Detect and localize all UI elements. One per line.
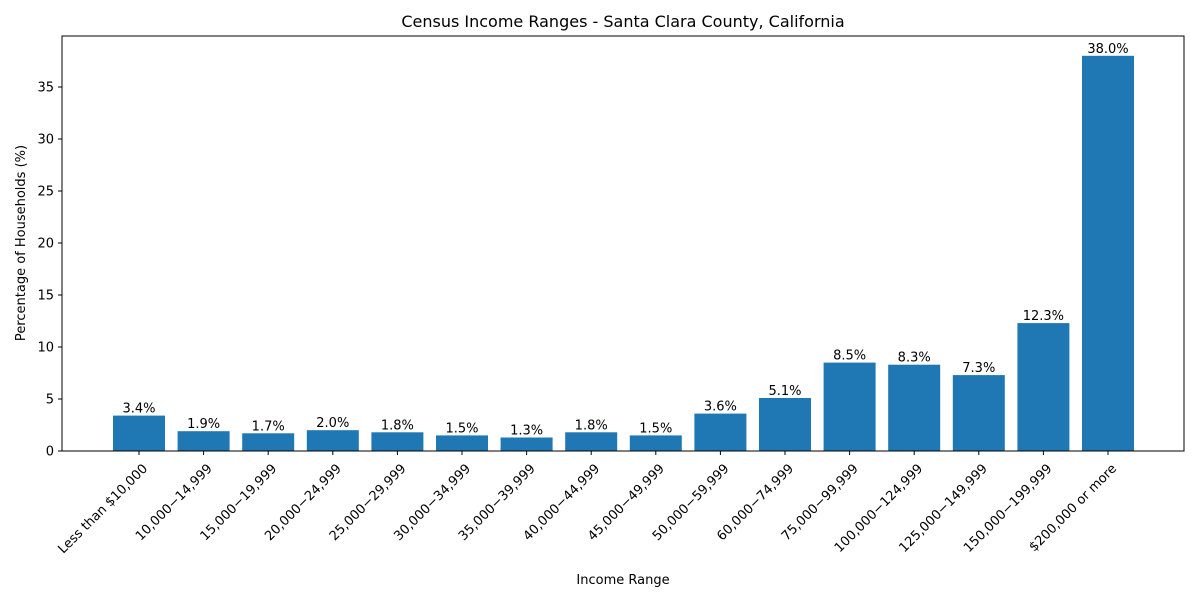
bar	[823, 362, 876, 451]
data-label: 2.0%	[316, 416, 349, 431]
data-label: 5.1%	[768, 384, 801, 399]
bar	[694, 413, 747, 451]
y-tick-label: 35	[37, 81, 54, 96]
bar	[952, 375, 1005, 451]
data-label: 7.3%	[962, 361, 995, 376]
data-label: 12.3%	[1023, 309, 1064, 324]
y-tick-label: 10	[37, 341, 54, 356]
bar	[759, 398, 811, 451]
y-tick-label: 5	[46, 393, 54, 408]
data-label: 1.3%	[510, 424, 543, 439]
bar	[1082, 55, 1134, 452]
y-axis: 0 5 10 15 20 25 30 35	[37, 81, 62, 460]
y-axis-label: Percentage of Households (%)	[14, 145, 29, 341]
data-label: 1.7%	[252, 419, 285, 434]
data-label: 1.9%	[187, 417, 220, 432]
y-tick-label: 25	[37, 185, 54, 200]
plot-frame	[61, 35, 1185, 452]
data-label: 3.4%	[122, 402, 155, 417]
bar	[888, 364, 941, 451]
data-label: 1.5%	[639, 421, 672, 436]
chart-title: Census Income Ranges - Santa Clara Count…	[401, 12, 844, 31]
y-tick-label: 30	[37, 133, 54, 148]
bar	[113, 415, 165, 451]
bar	[242, 433, 295, 451]
bar	[436, 435, 488, 451]
data-labels: 3.4% 1.9% 1.7% 2.0% 1.8% 1.5% 1.3% 1.8% 1.5% 3.6%…	[122, 42, 1128, 439]
data-label: 8.3%	[898, 351, 931, 366]
data-label: 1.5%	[445, 421, 478, 436]
bar-series	[113, 55, 1134, 452]
bar	[177, 431, 230, 451]
x-tick-label: Less than $10,000	[56, 461, 152, 557]
y-tick-label: 20	[37, 237, 54, 252]
bar	[500, 437, 553, 451]
y-tick-label: 0	[46, 445, 54, 460]
bar	[629, 435, 682, 451]
bar	[1017, 323, 1070, 451]
data-label: 8.5%	[833, 349, 866, 364]
y-tick-label: 15	[37, 289, 54, 304]
x-axis: Less than $10,00010,000−14,99915,000−19,…	[56, 451, 1120, 557]
x-axis-label: Income Range	[576, 573, 669, 588]
bar	[371, 432, 424, 451]
bar	[306, 430, 359, 451]
bar	[565, 432, 618, 451]
data-label: 3.6%	[704, 400, 737, 415]
data-label: 1.8%	[381, 418, 414, 433]
data-label: 38.0%	[1087, 42, 1128, 57]
data-label: 1.8%	[575, 418, 608, 433]
